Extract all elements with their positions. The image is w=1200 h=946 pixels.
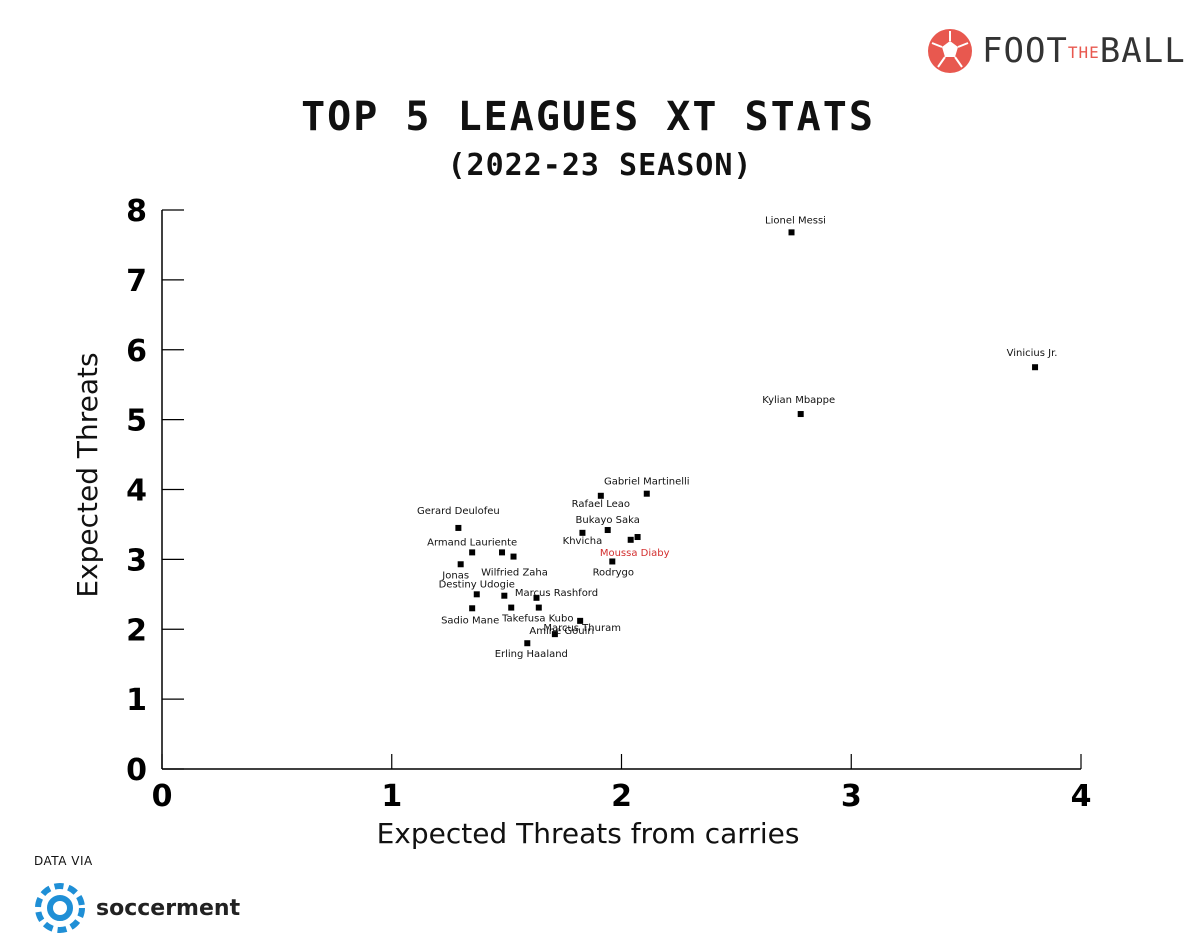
- point-label: Amine Gouiri: [529, 626, 594, 637]
- point-label: Marcus Thuram: [543, 623, 621, 634]
- point-label: Bukayo Saka: [576, 515, 640, 526]
- point-label: Takefusa Kubo: [501, 614, 573, 625]
- y-tick-label: 0: [126, 753, 147, 788]
- axes: 0 1 2 3 4 5 6 7 8 0 1 2 3 4: [126, 194, 1091, 814]
- y-tick-label: 4: [126, 474, 147, 509]
- x-tick-label: 3: [841, 779, 862, 814]
- data-point: [627, 536, 634, 543]
- point-label: Wilfried Zaha: [481, 568, 548, 579]
- point-label: Marcus Rashford: [515, 588, 598, 599]
- logo-the: THE: [1067, 43, 1100, 62]
- data-point: [473, 591, 480, 598]
- data-point: [535, 604, 542, 611]
- point-label: Erling Haaland: [495, 649, 568, 660]
- data-point: [457, 561, 464, 568]
- data-point: [499, 549, 506, 556]
- point-label: Kylian Mbappe: [762, 395, 835, 406]
- x-axis-label: Expected Threats from carries: [377, 817, 800, 850]
- soccerment-logo: soccerment: [34, 882, 240, 934]
- data-point: [510, 553, 517, 560]
- point-label: Rodrygo: [593, 567, 634, 578]
- data-point: [577, 617, 584, 624]
- data-point: [643, 490, 650, 497]
- point-label: Armand Lauriente: [427, 537, 517, 548]
- source-name: soccerment: [96, 895, 241, 921]
- logo-ball-text: BALL: [1099, 31, 1186, 71]
- data-point: [788, 229, 795, 236]
- data-point: [609, 558, 616, 565]
- data-point: [1032, 364, 1039, 371]
- data-point: [524, 640, 531, 647]
- y-tick-label: 7: [126, 264, 147, 299]
- data-point: [501, 592, 508, 599]
- logo-foot: FOOT: [982, 31, 1068, 71]
- x-tick-label: 0: [152, 779, 173, 814]
- data-source: DATA VIA soccerment: [34, 854, 240, 934]
- data-points: Lionel Messi Vinicius Jr. Kylian Mbappe Gab…: [417, 215, 1057, 660]
- data-point: [469, 605, 476, 612]
- data-point: [533, 594, 540, 601]
- data-point: [455, 524, 462, 531]
- point-label: Gabriel Martinelli: [604, 477, 690, 488]
- soccer-ball-icon: [928, 29, 972, 73]
- data-point: [508, 604, 515, 611]
- y-tick-label: 6: [126, 334, 147, 369]
- soccerment-icon: [35, 883, 85, 933]
- data-point: [604, 527, 611, 534]
- x-tick-label: 1: [381, 779, 402, 814]
- data-point: [551, 631, 558, 638]
- point-label: Lionel Messi: [765, 215, 826, 226]
- point-label: Rafael Leao: [572, 499, 630, 510]
- chart-subtitle: (2022-23 SEASON): [448, 148, 753, 183]
- chart-title: TOP 5 LEAGUES XT STATS: [301, 94, 875, 140]
- y-tick-label: 2: [126, 613, 147, 648]
- data-point: [579, 529, 586, 536]
- point-label: Khvicha: [563, 536, 603, 547]
- x-tick-label: 4: [1071, 779, 1092, 814]
- point-label: Destiny Udogie: [439, 579, 515, 590]
- footheball-logo: FOOTTHEBALL: [926, 26, 1186, 76]
- y-axis-label: Expected Threats: [71, 352, 104, 597]
- y-tick-label: 3: [126, 543, 147, 578]
- y-tick-label: 1: [126, 683, 147, 718]
- y-tick-label: 8: [126, 194, 147, 229]
- x-tick-label: 2: [611, 779, 632, 814]
- y-tick-label: 5: [126, 404, 147, 439]
- point-label: Sadio Mane: [441, 615, 499, 626]
- data-point: [597, 492, 604, 499]
- data-point: [634, 534, 641, 541]
- data-point: [469, 549, 476, 556]
- point-label: Gerard Deulofeu: [417, 506, 500, 517]
- source-caption: DATA VIA: [34, 854, 93, 868]
- point-label: Vinicius Jr.: [1007, 348, 1058, 359]
- data-point: [797, 411, 804, 418]
- point-label: Moussa Diaby: [600, 548, 670, 559]
- point-label: Jonas: [441, 570, 469, 581]
